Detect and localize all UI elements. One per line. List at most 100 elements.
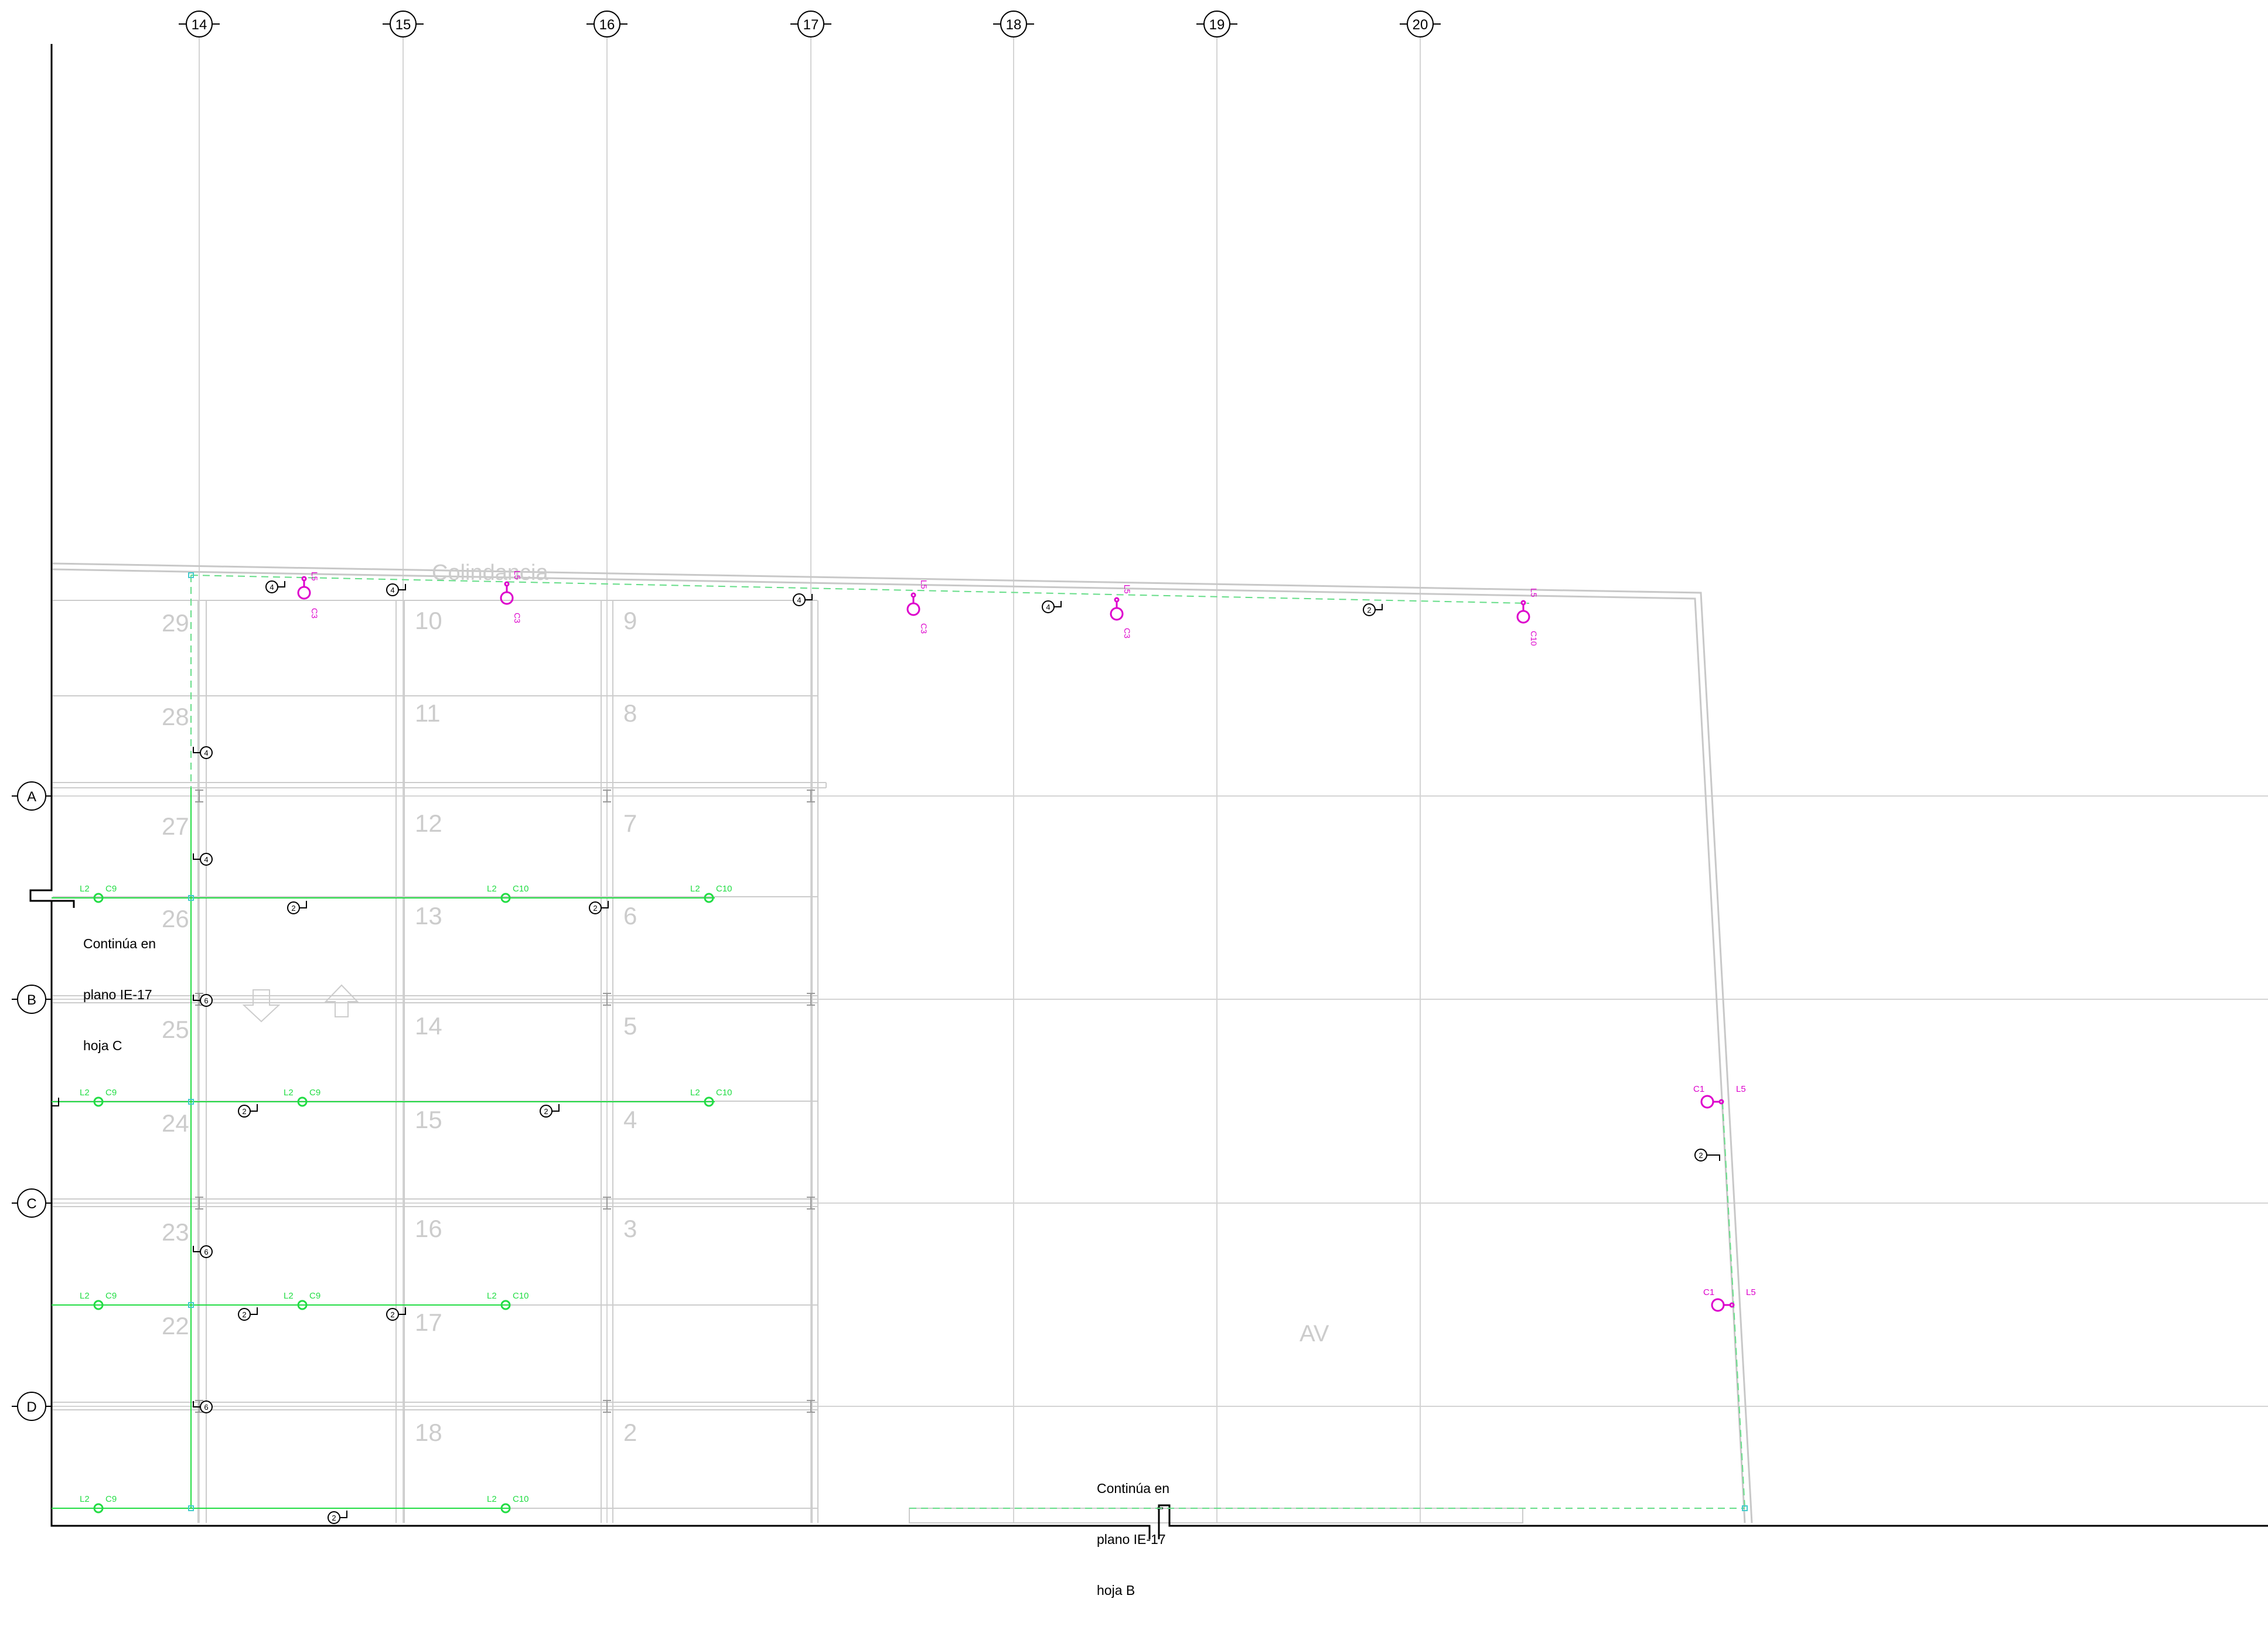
fixture-icon: C1 L5 [1693, 1084, 1746, 1109]
svg-text:C9: C9 [105, 1088, 117, 1098]
fixture-icon: L5 C10 [1516, 588, 1539, 646]
switch-icon: 2 [1694, 1149, 1720, 1161]
switch-icon: 4 [386, 583, 406, 596]
stall-number: 4 [623, 1106, 637, 1133]
svg-text:C3: C3 [513, 613, 522, 623]
luminaire-icon: L2 C9 [80, 1088, 117, 1107]
grid-label-C: C [26, 1196, 36, 1212]
stall-number: 28 [162, 703, 189, 730]
area-label: AV [1300, 1321, 1329, 1347]
svg-text:C3: C3 [1123, 628, 1132, 638]
luminaire-icon: L2 C9 [284, 1088, 320, 1107]
switch-icon: 2 [287, 901, 307, 914]
grid-label-A: A [27, 789, 36, 805]
grid-label-20: 20 [1413, 17, 1428, 33]
row-grid-bubbles: A B C D [12, 781, 52, 1421]
note-line: hoja B [1097, 1583, 1135, 1598]
svg-text:2: 2 [544, 1107, 548, 1116]
switch-icon: 2 [589, 901, 609, 914]
svg-text:L2: L2 [690, 1088, 700, 1098]
stall-number: 18 [415, 1419, 442, 1446]
switch-icon: 2 [1363, 603, 1383, 616]
luminaire-icon: L2 C10 [690, 884, 732, 903]
svg-text:L2: L2 [80, 1494, 90, 1504]
svg-text:L2: L2 [487, 1494, 497, 1504]
grid-bubble-C: C [12, 1188, 52, 1218]
grid-lines [47, 35, 2268, 1523]
luminaire-icon: L2 C10 [487, 884, 529, 903]
stall-numbers: 29 28 27 26 25 24 23 22 10 11 12 13 14 1… [162, 607, 637, 1446]
svg-text:4: 4 [204, 749, 208, 757]
green-luminaires: L2 C9 L2 C10 L2 C10 L2 C9 L2 C9 L2 C10 L2 C9 L2… [80, 884, 732, 1514]
grid-bubble-17: 17 [790, 11, 831, 37]
svg-text:C9: C9 [105, 1494, 117, 1504]
svg-text:L2: L2 [80, 1291, 90, 1301]
svg-text:C10: C10 [716, 884, 732, 894]
svg-text:2: 2 [593, 904, 597, 913]
traffic-arrows [242, 984, 359, 1023]
svg-text:L2: L2 [487, 1291, 497, 1301]
svg-text:L5: L5 [1123, 585, 1132, 594]
fixture-icon: L5 C3 [906, 580, 929, 634]
svg-text:L5: L5 [1529, 588, 1539, 597]
svg-text:2: 2 [332, 1514, 336, 1522]
stall-number: 6 [623, 902, 637, 930]
svg-text:C10: C10 [716, 1088, 732, 1098]
svg-text:L2: L2 [284, 1088, 294, 1098]
svg-text:2: 2 [1367, 606, 1371, 614]
svg-text:C10: C10 [513, 1291, 529, 1301]
switch-icon: 2 [386, 1307, 406, 1321]
svg-text:6: 6 [204, 996, 208, 1005]
svg-text:2: 2 [242, 1107, 246, 1116]
svg-text:6: 6 [204, 1248, 208, 1256]
stall-number: 27 [162, 812, 189, 840]
switch-icon: 4 [1042, 600, 1062, 613]
stall-number: 24 [162, 1109, 189, 1137]
junction-nodes [188, 572, 1748, 1511]
svg-text:C9: C9 [105, 884, 117, 894]
svg-text:4: 4 [270, 583, 274, 592]
grid-label-14: 14 [192, 17, 207, 33]
up-arrow-icon [324, 984, 359, 1017]
svg-text:C10: C10 [513, 884, 529, 894]
stall-number: 11 [415, 699, 441, 727]
stall-number: 7 [623, 809, 637, 837]
stall-number: 9 [623, 607, 637, 634]
svg-text:C9: C9 [309, 1291, 320, 1301]
stall-number: 29 [162, 609, 189, 637]
svg-text:L5: L5 [919, 580, 929, 589]
svg-text:C1: C1 [1693, 1084, 1704, 1094]
stall-number: 17 [415, 1309, 442, 1336]
solid-circuit-runs [52, 788, 715, 1509]
switch-icon: 6 [193, 1245, 213, 1258]
stall-number: 25 [162, 1016, 189, 1043]
svg-text:L2: L2 [284, 1291, 294, 1301]
switch-icon: 4 [793, 593, 813, 606]
svg-text:6: 6 [204, 1403, 208, 1412]
svg-text:L5: L5 [310, 572, 319, 581]
stall-number: 22 [162, 1312, 189, 1340]
svg-text:2: 2 [291, 904, 295, 913]
luminaire-icon: L2 C9 [80, 884, 117, 903]
svg-text:2: 2 [242, 1310, 246, 1319]
luminaire-icon: L2 C9 [80, 1494, 117, 1514]
luminaire-icon: L2 C10 [690, 1088, 732, 1107]
svg-text:L5: L5 [513, 570, 522, 580]
svg-text:C1: C1 [1703, 1287, 1714, 1297]
svg-text:L5: L5 [1746, 1287, 1756, 1297]
svg-text:C3: C3 [919, 623, 929, 634]
grid-bubble-19: 19 [1196, 11, 1237, 37]
exterior-wall [29, 44, 2268, 1539]
grid-bubble-14: 14 [179, 11, 220, 37]
svg-text:C10: C10 [513, 1494, 529, 1504]
switch-icon: 4 [193, 853, 213, 866]
grid-bubble-D: D [12, 1392, 52, 1421]
stall-number: 16 [415, 1215, 442, 1242]
grid-label-16: 16 [599, 17, 615, 33]
magenta-fixtures: L5 C3 L5 C3 L5 C3 L5 C3 L5 C10 C1 L5 C1 L5 [297, 570, 1756, 1312]
svg-text:2: 2 [1699, 1151, 1703, 1160]
switch-icon: 4 [265, 580, 285, 593]
floor-plan-drawing: 14 15 16 17 18 19 20 A B C D Colindancia [12, 11, 2268, 1539]
stall-number: 23 [162, 1218, 189, 1246]
svg-text:4: 4 [1046, 603, 1050, 611]
